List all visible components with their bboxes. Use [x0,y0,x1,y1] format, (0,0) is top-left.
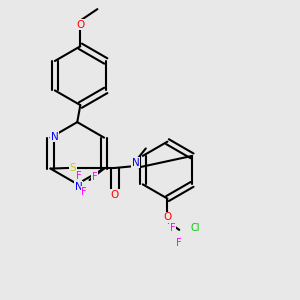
Text: N: N [51,132,58,142]
Text: O: O [163,212,172,223]
Text: N: N [75,182,83,191]
Text: F: F [81,187,87,197]
Text: F: F [169,223,175,233]
Text: O: O [111,190,119,200]
Text: Cl: Cl [190,223,200,233]
Text: O: O [76,20,85,30]
Text: S: S [69,163,76,173]
Text: F: F [76,171,81,181]
Text: F: F [176,238,182,248]
Text: F: F [92,172,98,182]
Text: N: N [132,158,140,168]
